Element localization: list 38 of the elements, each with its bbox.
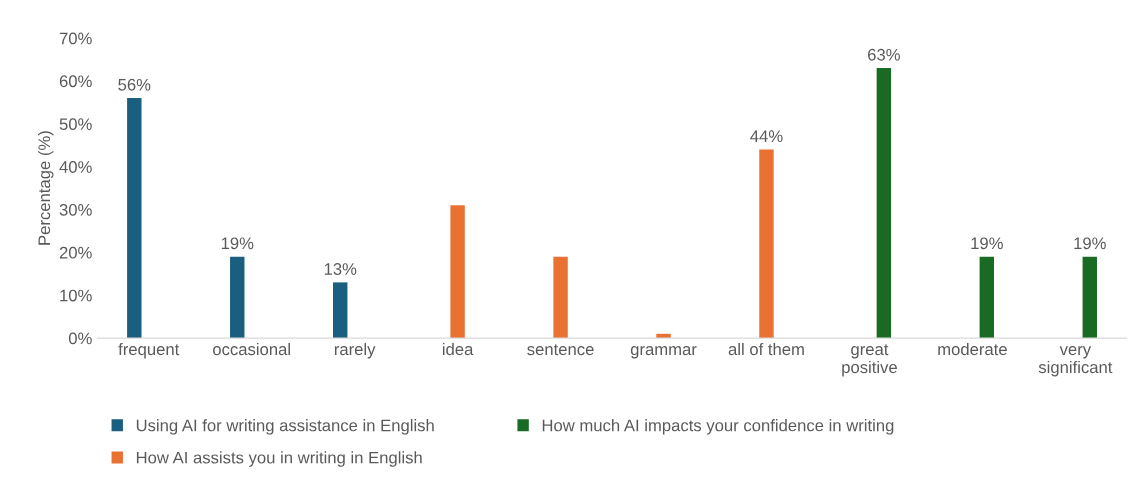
bar (876, 68, 892, 339)
x-tick-label: rarely (334, 342, 376, 359)
legend-label: How much AI impacts your confidence in writing (542, 419, 894, 435)
x-tick-label: occasional (213, 342, 290, 356)
x-tick-label: very significant (1038, 346, 1113, 377)
bar (230, 256, 245, 339)
bar (1082, 256, 1097, 339)
y-tick-label: 60% (59, 75, 92, 88)
bar (333, 282, 348, 339)
y-tick-label: 50% (59, 118, 92, 131)
x-tick-label: idea (442, 342, 474, 356)
data-label: 44% (750, 130, 783, 143)
y-tick-label: 20% (59, 246, 92, 259)
y-axis-title: Percentage (%) (37, 131, 54, 245)
bar (553, 256, 568, 339)
legend-label: Using AI for writing assistance in English (136, 419, 434, 435)
data-label: 19% (971, 237, 1003, 250)
legend-label: How AI assists you in writing in English (136, 451, 422, 467)
x-tick-label: grammar (630, 346, 697, 359)
bar (759, 149, 774, 339)
x-tick-label: sentence (527, 344, 594, 356)
bar (127, 98, 142, 339)
data-label: 13% (324, 263, 357, 275)
y-tick-label: 10% (60, 289, 92, 302)
x-tick-label: all of them (728, 342, 804, 356)
data-label: 56% (118, 78, 151, 91)
x-tick-label: frequent (118, 342, 180, 359)
bar (979, 256, 995, 339)
data-label: 19% (221, 237, 254, 250)
y-tick-label: 0% (68, 332, 92, 345)
y-tick-label: 30% (59, 203, 92, 216)
data-label: 63% (868, 48, 900, 61)
y-tick-label: 70% (59, 32, 92, 45)
data-label: 19% (1074, 237, 1106, 250)
y-tick-label: 40% (59, 161, 92, 173)
x-tick-label: great positive (842, 344, 897, 377)
bar (450, 205, 465, 339)
x-tick-label: moderate (938, 342, 1007, 356)
